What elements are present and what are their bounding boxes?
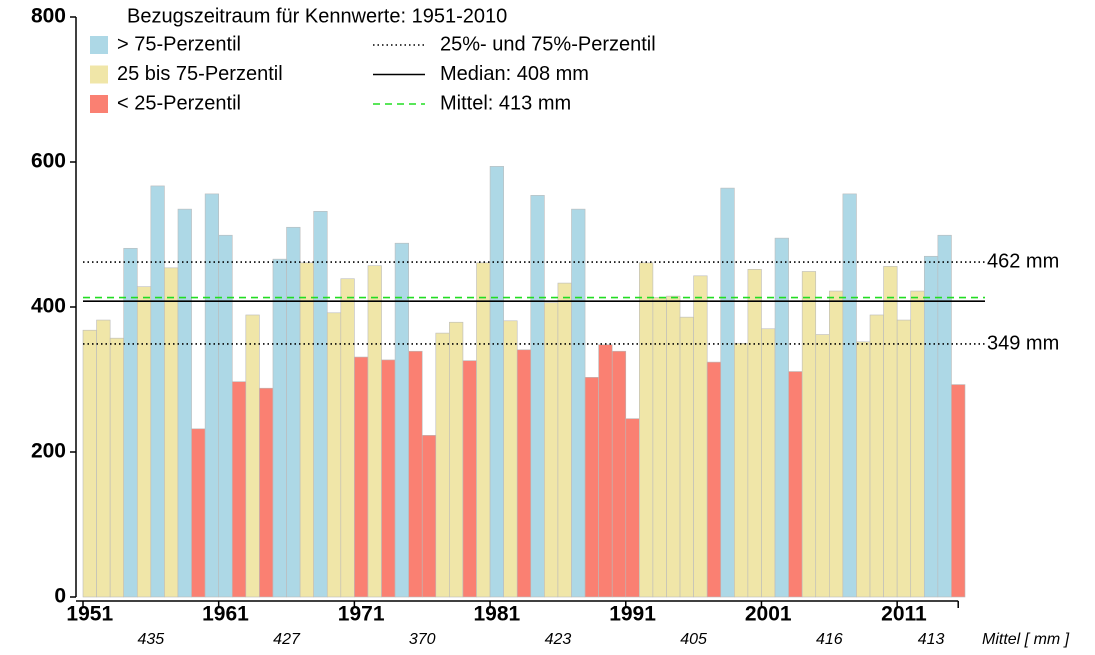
bar: [516, 349, 532, 598]
bar: [693, 275, 708, 598]
bar: [109, 337, 125, 598]
bar: [394, 242, 409, 598]
decade-mean: 427: [273, 631, 301, 648]
bar: [584, 377, 599, 598]
bar: [842, 193, 857, 598]
reference-label: 349 mm: [987, 332, 1059, 354]
x-tick-label: 1951: [66, 603, 113, 626]
bar: [611, 350, 627, 598]
y-tick-label: 0: [54, 585, 66, 608]
bar: [96, 319, 111, 598]
bar: [923, 255, 939, 598]
x-tick-label: 1991: [609, 603, 656, 626]
legend-label: 25 bis 75-Perzentil: [117, 63, 283, 85]
bar: [774, 237, 789, 598]
bar: [191, 428, 206, 598]
legend-label: Median: 408 mm: [440, 63, 589, 85]
bar: [937, 234, 952, 598]
bar: [299, 262, 314, 598]
bar: [381, 359, 396, 598]
bar: [652, 297, 667, 598]
bar: [747, 268, 762, 598]
y-tick-label: 600: [31, 150, 66, 173]
y-tick-label: 800: [31, 5, 66, 28]
bar: [503, 320, 518, 598]
bar: [150, 185, 165, 598]
bar: [313, 211, 328, 598]
legend-label: 25%- und 75%-Perzentil: [440, 33, 656, 55]
bar: [815, 334, 830, 598]
bar: [598, 344, 613, 598]
bar: [801, 271, 817, 598]
bar: [544, 302, 559, 598]
x-tick-label: 1961: [202, 603, 249, 626]
bar: [625, 418, 640, 598]
decade-mean: 416: [816, 631, 843, 648]
bar: [259, 387, 274, 598]
bar: [829, 290, 844, 598]
bar: [476, 262, 491, 598]
bar: [856, 341, 871, 598]
bar: [421, 435, 437, 598]
bar: [286, 226, 301, 598]
legend-swatch: [90, 36, 108, 54]
bar: [910, 290, 925, 598]
bar: [761, 328, 776, 598]
bar: [204, 193, 219, 598]
decade-mean: 435: [137, 631, 164, 648]
legend-label: Mittel: 413 mm: [440, 92, 571, 114]
bar: [951, 384, 966, 598]
x-tick-label: 2001: [745, 603, 792, 626]
bar: [530, 195, 545, 598]
x-tick-label: 2011: [881, 603, 927, 626]
bar: [354, 356, 369, 598]
chart-title: Bezugszeitraum für Kennwerte: 1951-2010: [127, 5, 507, 27]
bar: [896, 319, 912, 598]
bar: [340, 278, 355, 598]
bar: [367, 265, 382, 598]
bar: [571, 208, 586, 598]
legend-swatch: [90, 65, 108, 84]
bar: [734, 342, 749, 598]
bar: [136, 286, 152, 598]
bar: [164, 267, 179, 598]
bar: [326, 312, 342, 598]
legend-label: < 25-Perzentil: [117, 92, 241, 114]
bar: [231, 381, 247, 598]
bar: [408, 350, 423, 598]
x-tick-label: 1981: [474, 603, 521, 626]
decade-mean-label: Mittel [ mm ]: [982, 631, 1070, 648]
bar: [218, 234, 233, 598]
bar: [462, 360, 477, 598]
bar: [788, 371, 803, 598]
y-tick-label: 400: [31, 295, 66, 318]
bar: [869, 314, 884, 598]
legend-label: > 75-Perzentil: [117, 33, 241, 55]
bar: [557, 282, 572, 598]
reference-label: 462 mm: [987, 250, 1059, 272]
y-tick-label: 200: [31, 440, 66, 463]
bar: [489, 166, 504, 598]
bar: [666, 295, 681, 598]
x-tick-label: 1971: [338, 603, 385, 626]
bar: [82, 329, 97, 598]
bar: [245, 314, 260, 598]
decade-mean: 405: [680, 631, 707, 648]
bar: [883, 266, 898, 598]
decade-mean: 370: [409, 631, 436, 648]
bar: [679, 316, 694, 598]
bar: [272, 258, 287, 598]
bar: [706, 361, 722, 598]
bar: [720, 187, 735, 598]
bar: [177, 208, 192, 598]
bar: [435, 332, 450, 598]
legend-swatch: [90, 95, 108, 113]
decade-mean: 423: [545, 631, 572, 648]
bar: [639, 262, 654, 598]
decade-mean: 413: [918, 631, 945, 648]
bar: [449, 321, 464, 598]
